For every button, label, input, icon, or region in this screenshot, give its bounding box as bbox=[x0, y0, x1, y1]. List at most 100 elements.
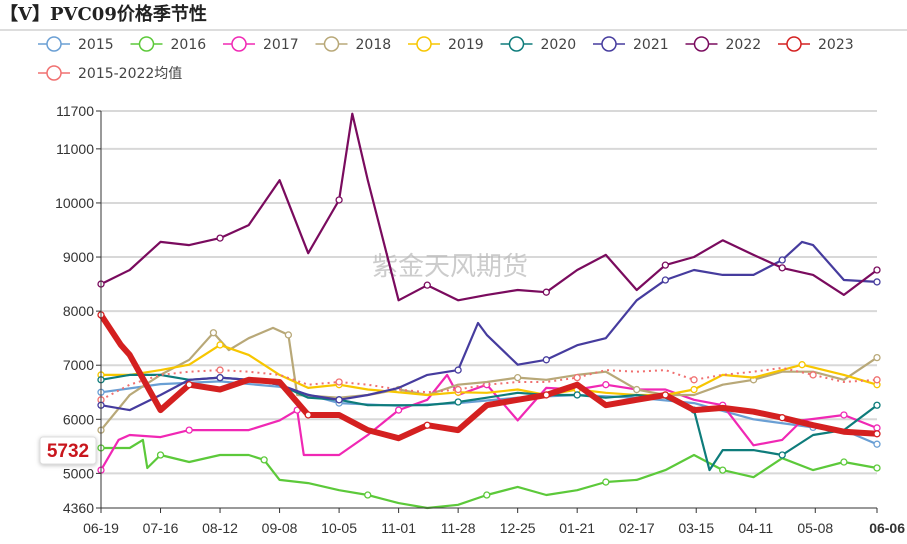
data-point bbox=[335, 378, 343, 386]
legend-label: 2015 bbox=[78, 37, 114, 53]
data-point bbox=[719, 466, 727, 474]
data-point bbox=[364, 491, 372, 499]
legend-item-2022[interactable]: 2022 bbox=[685, 36, 762, 53]
data-point bbox=[661, 391, 670, 399]
y-tick-label: 4360 bbox=[63, 500, 94, 516]
data-point bbox=[335, 396, 343, 404]
x-tick-label: 04-11 bbox=[738, 520, 773, 536]
data-point bbox=[185, 381, 193, 389]
legend-label: 2017 bbox=[263, 37, 299, 53]
data-point bbox=[661, 261, 670, 269]
series-2018 bbox=[97, 326, 881, 434]
current-date-label: 06-06 bbox=[869, 520, 905, 536]
data-point bbox=[873, 353, 881, 362]
data-point bbox=[873, 430, 881, 438]
data-point bbox=[260, 456, 268, 464]
data-point bbox=[216, 366, 224, 374]
legend-circle-icon bbox=[231, 36, 247, 52]
series-2022 bbox=[97, 112, 881, 302]
data-point bbox=[840, 411, 848, 419]
data-point bbox=[209, 329, 218, 337]
legend-label: 2021 bbox=[633, 37, 669, 53]
legend-circle-icon bbox=[508, 36, 525, 52]
y-tick-label: 6000 bbox=[63, 411, 94, 427]
legend-item-2017[interactable]: 2017 bbox=[223, 36, 299, 53]
x-tick-label: 05-08 bbox=[797, 520, 833, 536]
legend-circle-icon bbox=[693, 36, 710, 52]
data-point bbox=[514, 373, 522, 382]
legend-item-2020[interactable]: 2020 bbox=[500, 36, 577, 53]
legend-item-2018[interactable]: 2018 bbox=[315, 36, 392, 53]
data-point bbox=[284, 331, 293, 339]
series-line bbox=[98, 313, 878, 442]
y-tick-label: 11000 bbox=[56, 141, 94, 157]
legend-circle-icon bbox=[46, 36, 62, 52]
legend-item-2016[interactable]: 2016 bbox=[130, 36, 207, 53]
data-point bbox=[573, 391, 581, 399]
data-point bbox=[778, 451, 786, 459]
legend-circle-icon bbox=[601, 36, 617, 52]
data-point bbox=[216, 341, 224, 349]
data-point bbox=[602, 478, 610, 486]
data-point bbox=[454, 398, 462, 406]
legend-label: 2023 bbox=[818, 37, 854, 53]
data-point bbox=[840, 458, 848, 466]
data-point bbox=[873, 424, 881, 432]
y-tick-label: 7000 bbox=[63, 357, 94, 373]
y-tick-label: 8000 bbox=[63, 303, 94, 319]
x-tick-label: 11-28 bbox=[441, 520, 476, 536]
data-point bbox=[423, 281, 431, 289]
y-tick-label: 10000 bbox=[55, 195, 94, 211]
x-tick-label: 06-19 bbox=[83, 520, 119, 536]
title-divider bbox=[0, 29, 907, 31]
series-2021 bbox=[97, 240, 881, 412]
legend-item-2015[interactable]: 2015 bbox=[38, 36, 114, 53]
x-tick-label: 07-16 bbox=[143, 520, 179, 536]
current-value-badge: 5732 bbox=[39, 436, 97, 465]
watermark: 紫金天风期货 bbox=[372, 252, 528, 282]
legend-circle-icon bbox=[138, 36, 155, 52]
data-point bbox=[798, 361, 806, 369]
x-tick-label: 03-15 bbox=[678, 520, 714, 536]
x-tick-label: 12-25 bbox=[500, 520, 536, 536]
y-tick-label: 5000 bbox=[63, 465, 94, 481]
data-point bbox=[542, 356, 550, 364]
data-point bbox=[542, 288, 550, 296]
data-point bbox=[454, 366, 462, 374]
x-tick-label: 09-08 bbox=[262, 520, 298, 536]
legend-item-2021[interactable]: 2021 bbox=[593, 36, 669, 53]
data-point bbox=[873, 266, 881, 274]
y-tick-label: 11700 bbox=[56, 103, 94, 119]
data-point bbox=[661, 276, 670, 284]
legend-circle-icon bbox=[416, 36, 432, 52]
data-point bbox=[690, 385, 698, 394]
data-point bbox=[873, 440, 881, 448]
legend-item-2019[interactable]: 2019 bbox=[408, 36, 484, 53]
series-line bbox=[100, 112, 878, 302]
series-line bbox=[100, 373, 878, 471]
legend-label: 2019 bbox=[448, 37, 484, 53]
series-line bbox=[100, 366, 878, 401]
legend-label: 2015-2022均值 bbox=[78, 66, 182, 82]
legend-label: 2016 bbox=[171, 37, 207, 53]
data-point bbox=[778, 256, 786, 264]
data-point bbox=[216, 373, 224, 382]
data-point bbox=[873, 376, 881, 384]
series-2015-2022均值 bbox=[97, 366, 881, 404]
series-2023 bbox=[97, 311, 881, 442]
data-point bbox=[185, 426, 193, 434]
data-point bbox=[633, 385, 641, 394]
data-point bbox=[156, 451, 165, 459]
chart-title: 【V】PVC09价格季节性 bbox=[0, 4, 207, 25]
legend-item-2015-2022均值[interactable]: 2015-2022均值 bbox=[38, 65, 182, 82]
series-line bbox=[101, 343, 878, 397]
legend-label: 2018 bbox=[356, 37, 392, 53]
data-point bbox=[394, 406, 403, 414]
legend-label: 2022 bbox=[726, 37, 762, 53]
data-point bbox=[602, 381, 610, 389]
data-point bbox=[542, 391, 550, 399]
legend-item-2023[interactable]: 2023 bbox=[778, 36, 854, 53]
data-point bbox=[873, 464, 881, 472]
data-point bbox=[216, 234, 224, 242]
